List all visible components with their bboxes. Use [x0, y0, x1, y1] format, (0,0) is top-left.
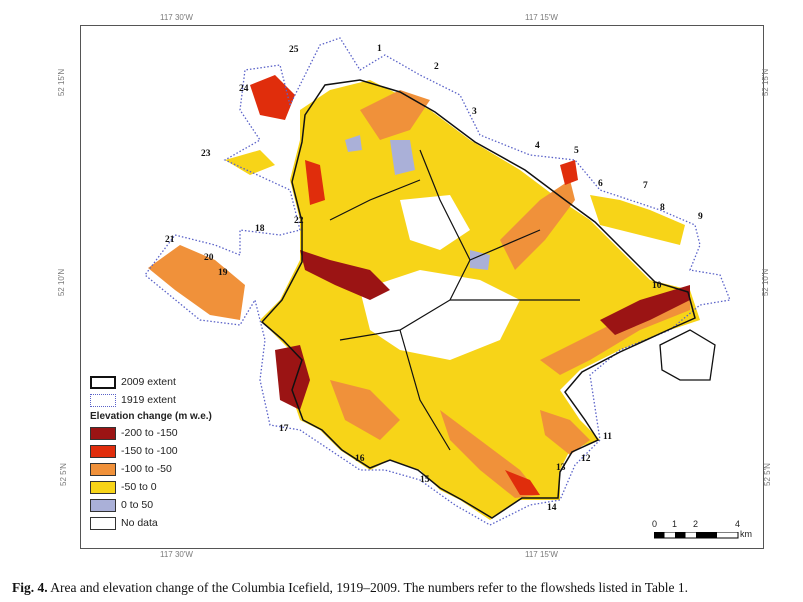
legend-class-4-swatch [90, 480, 116, 494]
figure-label: Fig. 4. [12, 580, 48, 595]
icefield-elevation-change [148, 75, 700, 520]
loss-zone-orange-5 [330, 380, 400, 440]
caption-text: Area and elevation change of the Columbi… [47, 580, 688, 595]
legend-1919-extent: 1919 extent [90, 391, 230, 409]
flowshed-label-8: 8 [660, 203, 665, 213]
scale-tick-0: 0 [652, 519, 658, 529]
extent-1919-outline [144, 37, 731, 526]
flowshed-label-15: 15 [420, 475, 430, 485]
flowshed-label-9: 9 [698, 212, 703, 222]
loss-zone-orange-2 [500, 180, 575, 270]
coord-top-1: 117 30'W [160, 13, 193, 22]
flowshed-label-16: 16 [355, 454, 365, 464]
no-data-area-2 [400, 195, 470, 250]
flowshed-label-24: 24 [239, 84, 249, 94]
flowshed-label-4: 4 [535, 141, 540, 151]
legend-1919-label: 1919 extent [121, 394, 176, 406]
legend-class-4-label: -50 to 0 [121, 481, 157, 493]
flowshed-label-19: 19 [218, 268, 228, 278]
northwest-glacier-23 [225, 150, 275, 175]
legend-2009-swatch [90, 375, 116, 389]
scale-tick-2: 2 [693, 519, 699, 529]
loss-zone-red-18 [300, 250, 390, 300]
map-legend: 2009 extent 1919 extent Elevation change… [90, 373, 230, 532]
legend-class-3: -100 to -50 [90, 460, 230, 478]
legend-title: Elevation change (m w.e.) [90, 411, 212, 422]
legend-class-5: 0 to 50 [90, 496, 230, 514]
no-data-core [360, 270, 520, 360]
coord-bottom-1: 117 30'W [160, 550, 193, 559]
flowshed-label-21: 21 [165, 235, 175, 245]
flowshed-divides [329, 149, 580, 451]
flowshed-label-6: 6 [598, 179, 603, 189]
legend-class-1-label: -200 to -150 [121, 427, 178, 439]
legend-class-1-swatch [90, 426, 116, 440]
loss-zone-red-10 [600, 285, 690, 335]
loss-zone-red-14 [505, 470, 540, 495]
legend-class-3-label: -100 to -50 [121, 463, 172, 475]
gain-zone-3 [345, 135, 362, 152]
flowshed-label-20: 20 [204, 253, 214, 263]
flowshed-label-5: 5 [574, 146, 579, 156]
loss-zone-red-24 [250, 75, 295, 120]
flowshed-label-7: 7 [643, 181, 648, 191]
legend-2009-extent: 2009 extent [90, 373, 230, 391]
flowshed-label-12: 12 [581, 454, 591, 464]
gain-zone-2 [470, 250, 490, 270]
flowshed-label-23: 23 [201, 149, 211, 159]
flowshed-label-14: 14 [547, 503, 557, 513]
flowshed-label-2: 2 [434, 62, 439, 72]
legend-class-6: No data [90, 514, 230, 532]
loss-zone-red-5 [560, 160, 578, 185]
scale-tick-1: 1 [672, 519, 678, 529]
legend-2009-label: 2009 extent [121, 376, 176, 388]
scale-unit: km [740, 529, 752, 539]
nunatak-outline [659, 329, 716, 381]
legend-class-5-swatch [90, 498, 116, 512]
extent-2009-outline [260, 79, 696, 519]
legend-class-2: -150 to -100 [90, 442, 230, 460]
coord-bottom-2: 117 15'W [525, 550, 558, 559]
legend-class-2-label: -150 to -100 [121, 445, 178, 457]
legend-class-3-swatch [90, 462, 116, 476]
gain-zone-1 [390, 140, 415, 175]
figure-caption: Fig. 4. Area and elevation change of the… [12, 580, 797, 596]
flowshed-labels: 1 2 3 4 5 6 7 8 9 10 11 12 13 14 15 16 1… [165, 44, 703, 513]
flowshed-label-18: 18 [255, 224, 265, 234]
coord-top-2: 117 15'W [525, 13, 558, 22]
legend-class-1: -200 to -150 [90, 424, 230, 442]
flowshed-label-22: 22 [294, 216, 304, 226]
flowshed-label-10: 10 [652, 281, 662, 291]
eastern-glaciers-6-9 [590, 195, 685, 245]
loss-zone-orange-4 [360, 90, 430, 140]
scale-bar: 0 1 2 4 km [652, 519, 762, 543]
legend-class-6-swatch [90, 516, 116, 530]
scale-tick-4: 4 [735, 519, 741, 529]
flowshed-label-17: 17 [279, 424, 289, 434]
legend-1919-swatch [90, 393, 116, 407]
legend-class-5-label: 0 to 50 [121, 499, 154, 511]
glacier-11-13 [540, 410, 590, 455]
flowshed-label-25: 25 [289, 45, 299, 55]
flowshed-label-1: 1 [377, 44, 382, 54]
flowshed-label-13: 13 [556, 463, 566, 473]
flowshed-label-11: 11 [603, 432, 612, 442]
scale-bar-graphic [654, 532, 739, 539]
loss-zone-red-22 [305, 160, 325, 205]
legend-class-6-label: No data [121, 517, 158, 529]
legend-class-4: -50 to 0 [90, 478, 230, 496]
legend-class-2-swatch [90, 444, 116, 458]
flowshed-label-3: 3 [472, 107, 477, 117]
western-glaciers-19-21 [148, 245, 245, 320]
